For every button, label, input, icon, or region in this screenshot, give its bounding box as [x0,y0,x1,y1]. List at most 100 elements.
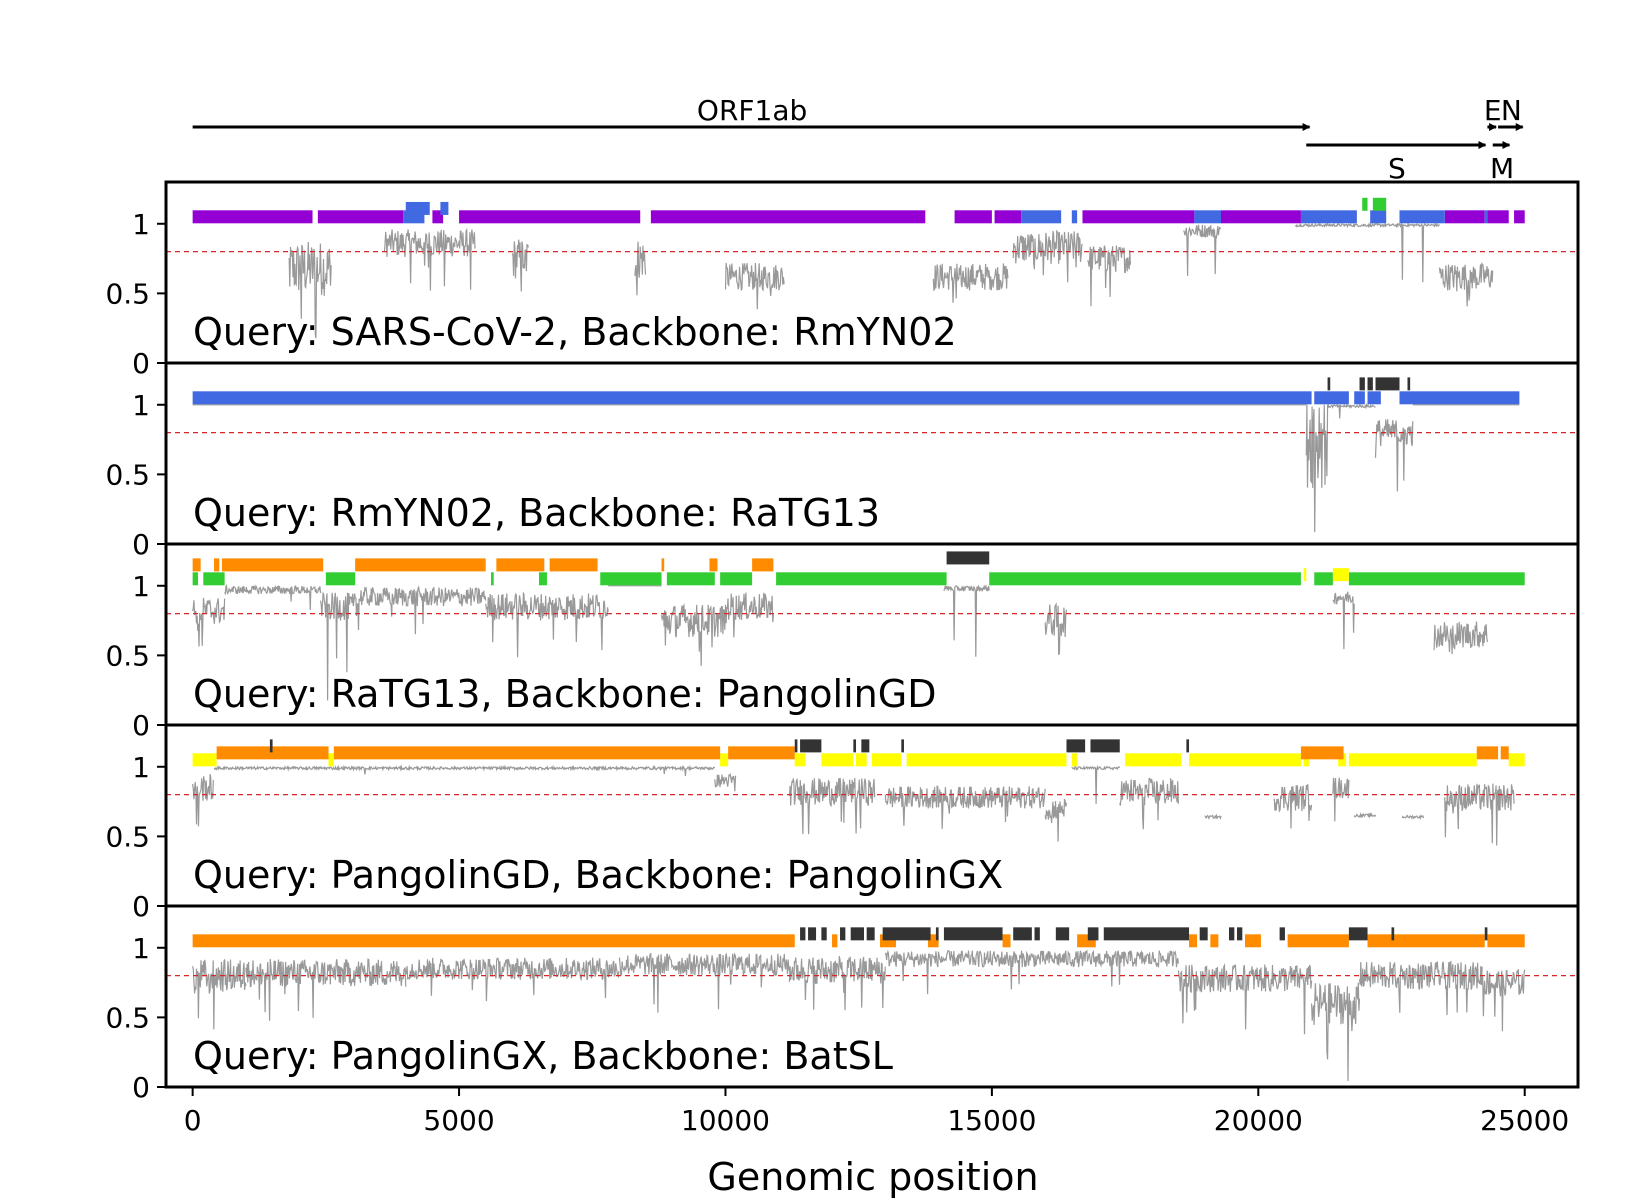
backbone-band-segment [821,753,854,767]
backbone-band-segment [1367,391,1381,405]
x-axis: 0 5000 10000 15000 20000 25000 [184,1087,1569,1137]
backbone-band-segment [1332,568,1349,582]
backbone-band-segment [1082,210,1195,224]
y-tick-label: 0 [132,890,150,923]
panel-1: 0 0.5 1 Query: SARS-CoV-2, Backbone: RmYN02 [105,180,1580,380]
backbone-band-segment [1354,391,1365,405]
backbone-band-segment [720,753,729,767]
panel-frame [164,904,1580,1089]
y-tick-label: 0 [132,528,150,561]
y-tick-label: 1 [132,570,150,603]
backbone-band-segment [221,558,324,572]
backbone-band-segment [1189,934,1198,948]
x-tick-label: 0 [184,1104,202,1137]
backbone-band-segment [213,558,220,572]
y-tick-label: 1 [132,208,150,241]
y-tick-label: 0.5 [105,277,150,310]
backbone-band-segment [821,927,827,941]
backbone-band-segment [1372,197,1387,211]
backbone-band-segment [216,746,329,760]
panel-4: 0 0.5 1 Query: PangolinGD, Backbone: Pangol… [105,723,1580,923]
backbone-band-segment [1314,391,1349,405]
y-tick-label: 0 [132,709,150,742]
backbone-band-segment [1399,210,1445,224]
y-tick-label: 0 [132,1071,150,1104]
backbone-band-segment [776,572,947,586]
panel-label: Query: RaTG13, Backbone: PangolinGD [193,672,936,716]
backbone-band-segment [1487,934,1525,948]
backbone-band-segment [328,753,334,767]
backbone-band-segment [794,753,806,767]
backbone-band-segment [661,558,665,572]
panel-3: 0 0.5 1 Query: RaTG13, Backbone: PangolinGD [105,542,1580,742]
backbone-band-segment [496,558,545,572]
panel-label: Query: RmYN02, Backbone: RaTG13 [193,491,880,535]
backbone-band-segment [203,572,225,586]
backbone-band-segment [538,572,547,586]
gene-map: ORF1ab S EMN [192,94,1524,185]
backbone-band-segment [1476,746,1499,760]
x-tick-label: 20000 [1214,1104,1303,1137]
backbone-band-segment [1287,934,1349,948]
backbone-band-segment [954,210,992,224]
backbone-band-segment [1236,927,1243,941]
backbone-band-segment [333,746,721,760]
backbone-band-segment [853,739,857,753]
backbone-band-segment [1300,746,1344,760]
similarity-trace [192,949,1526,1081]
backbone-band-segment [1514,210,1525,224]
y-tick-label: 0.5 [105,1001,150,1034]
backbone-band-segment [1300,210,1357,224]
backbone-band-segment [728,746,795,760]
y-tick-label: 1 [132,932,150,965]
panel-5: 0 0.5 1 Query: PangolinGX, Backbone: BatSL [105,904,1580,1104]
backbone-band-segment [549,558,598,572]
backbone-band-segment [192,753,217,767]
backbone-band-segment [1303,753,1309,767]
backbone-band-segment [872,753,902,767]
backbone-band-segment [832,934,838,948]
backbone-band-segment [1002,934,1011,948]
backbone-band-segment [192,210,313,224]
panel-label: Query: PangolinGD, Backbone: PangolinGX [193,853,1003,897]
backbone-band-segment [600,572,662,586]
backbone-band-segment [1303,568,1307,582]
backbone-band-segment [1508,753,1525,767]
backbone-band-segment [1362,197,1368,211]
backbone-band-segment [1359,377,1365,391]
backbone-band-segment [440,201,449,215]
backbone-band-segment [432,210,444,224]
backbone-band-segment [1487,210,1509,224]
backbone-band-segment [650,210,926,224]
backbone-band-segment [1500,746,1509,760]
backbone-band-segment [1370,210,1387,224]
backbone-band-segment [989,572,1301,586]
backbone-band-segment [1407,377,1411,391]
backbone-band-segment [1071,210,1078,224]
backbone-band-segment [1327,377,1331,391]
backbone-band-segment [906,753,1067,767]
backbone-band-segment [1367,934,1485,948]
backbone-band-segment [1348,927,1368,941]
backbone-band-segment [1484,927,1488,941]
backbone-band-segment [666,572,715,586]
similarity-trace [288,221,1494,339]
backbone-band-segment [1066,739,1086,753]
backbone-band-segment [192,934,795,948]
backbone-band-segment [994,210,1022,224]
backbone-band-segment [459,210,641,224]
similarity-trace [192,584,1488,701]
backbone-band-segment [1125,753,1182,767]
backbone-band-segment [882,927,931,941]
x-tick-label: 10000 [681,1104,770,1137]
backbone-band-segment [1444,210,1485,224]
backbone-band-segment [1348,753,1477,767]
backbone-band-segment [1348,572,1525,586]
panels: 0 0.5 1 Query: SARS-CoV-2, Backbone: RmYN02… [105,180,1580,1104]
backbone-band-segment [1367,377,1373,391]
backbone-band-segment [800,927,806,941]
backbone-band-segment [1055,927,1070,941]
backbone-band-segment [1103,927,1190,941]
x-tick-label: 5000 [423,1104,494,1137]
gene-label-s: S [1388,152,1406,185]
